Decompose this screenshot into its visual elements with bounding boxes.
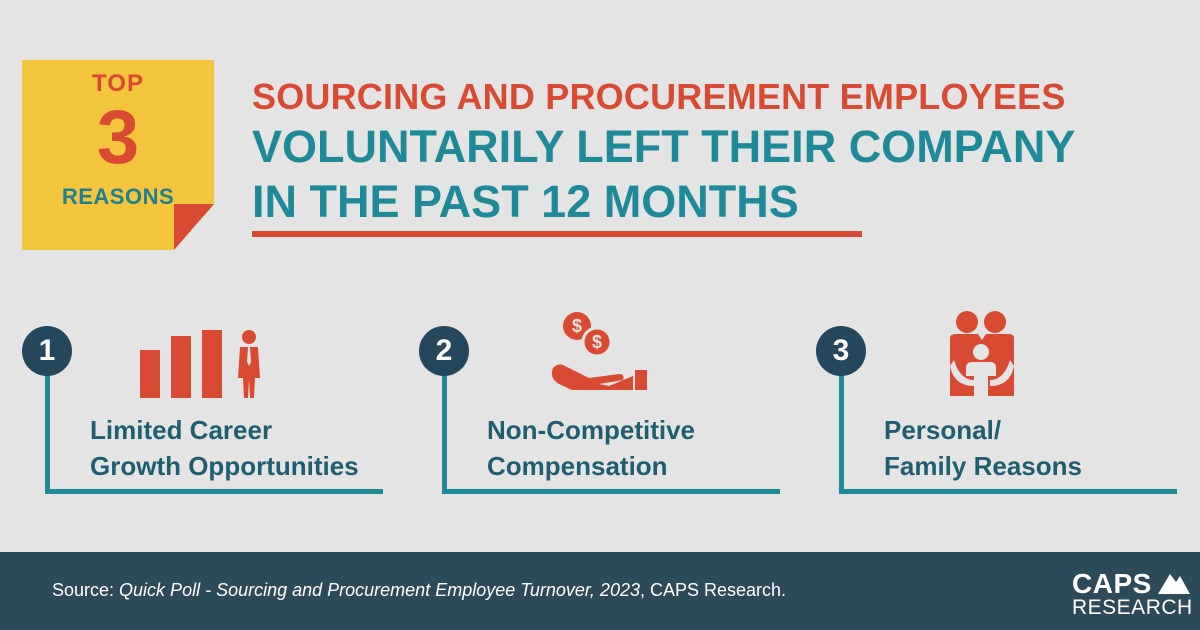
reason-1-label-line-2: Growth Opportunities <box>90 451 359 481</box>
footer-bar: Source: Quick Poll - Sourcing and Procur… <box>0 552 1200 630</box>
reason-1-number: 1 <box>22 326 72 376</box>
source-title: Quick Poll - Sourcing and Procurement Em… <box>119 580 640 600</box>
badge-number: 3 <box>96 95 140 180</box>
svg-text:$: $ <box>592 332 602 352</box>
logo-caps-text: CAPS <box>1072 568 1152 599</box>
headline-line-3: IN THE PAST 12 MONTHS <box>252 176 799 227</box>
reason-2-label: Non-Competitive Compensation <box>487 412 695 484</box>
reason-1-label-line-1: Limited Career <box>90 415 273 445</box>
reason-1-label: Limited Career Growth Opportunities <box>90 412 359 484</box>
svg-text:$: $ <box>572 316 582 336</box>
reason-1: 1 Limited Career Growth Opportunities <box>22 322 383 497</box>
reason-1-connector-vertical <box>45 362 50 494</box>
reason-3-connector-horizontal <box>839 489 1177 494</box>
family-icon <box>950 311 1014 396</box>
badge-folded-corner <box>174 204 214 250</box>
headline-line-1: SOURCING AND PROCUREMENT EMPLOYEES <box>252 76 1066 117</box>
caps-research-logo: CAPS RESEARCH <box>1072 562 1192 624</box>
badge-top-label: TOP <box>92 70 144 97</box>
source-suffix: , CAPS Research. <box>639 580 787 600</box>
reason-3-label-line-1: Personal/ <box>884 415 1002 445</box>
mountain-logo-icon <box>1158 574 1190 594</box>
reason-2: 2 $ $ Non-Competitive Compensation <box>419 312 780 497</box>
reason-3-connector-vertical <box>839 362 844 494</box>
logo-research-text: RESEARCH <box>1072 596 1193 619</box>
reason-3-label: Personal/ Family Reasons <box>884 412 1082 484</box>
reason-2-connector-vertical <box>442 362 447 494</box>
reason-3: 3 Personal/ Family Reasons <box>816 311 1177 497</box>
reason-1-connector-horizontal <box>45 489 383 494</box>
badge-reasons-label: REASONS <box>61 184 175 209</box>
headline-line-2: VOLUNTARILY LEFT THEIR COMPANY <box>252 121 1076 172</box>
reason-3-number: 3 <box>816 326 866 376</box>
reason-3-label-line-2: Family Reasons <box>884 451 1082 481</box>
source-citation: Source: Quick Poll - Sourcing and Procur… <box>52 580 786 601</box>
reason-2-label-line-2: Compensation <box>487 451 668 481</box>
reason-2-number: 2 <box>419 326 469 376</box>
reason-2-connector-horizontal <box>442 489 780 494</box>
career-chart-icon <box>140 330 260 398</box>
headline-underline <box>252 231 862 237</box>
money-hand-icon: $ $ <box>551 312 647 390</box>
reason-2-label-line-1: Non-Competitive <box>487 415 695 445</box>
source-prefix: Source: <box>52 580 120 600</box>
